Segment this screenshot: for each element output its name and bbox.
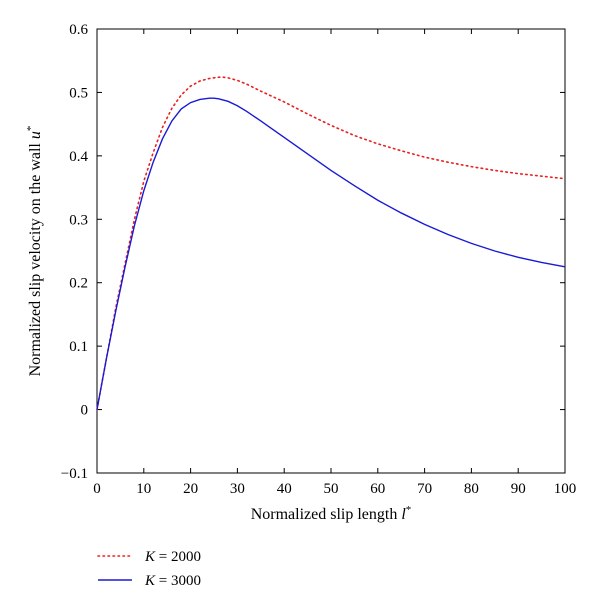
y-tick-label: 0.6 (69, 22, 88, 38)
y-tick-label: 0.2 (69, 276, 88, 292)
y-tick-label: 0.5 (69, 85, 88, 101)
series-line-k2000 (96, 76, 566, 411)
x-tick-label: 80 (464, 481, 479, 497)
legend-label-k3000: K = 3000 (144, 573, 201, 589)
x-tick-label: 40 (277, 481, 292, 497)
y-axis-title: Normalized slip velocity on the wall u* (25, 126, 44, 377)
y-tick-label: 0.3 (69, 212, 88, 228)
x-tick-label: 60 (370, 481, 385, 497)
series-layer (96, 76, 566, 411)
x-tick-label: 0 (93, 481, 101, 497)
y-tick-label: −0.1 (61, 466, 88, 482)
x-tick-label: 10 (136, 481, 151, 497)
legend: K = 2000 K = 3000 (97, 549, 201, 589)
x-tick-label: 30 (230, 481, 245, 497)
x-tick-label: 90 (511, 481, 526, 497)
legend-label-k2000: K = 2000 (144, 549, 201, 565)
y-tick-label: 0 (81, 403, 89, 419)
ticks-layer: 0 10 20 30 40 50 60 70 80 90 100 −0.1 0 0.1 0.2 0.3 0.4 0… (61, 22, 576, 497)
x-axis-title: Normalized slip length l* (251, 504, 412, 523)
x-tick-label: 50 (324, 481, 339, 497)
series-line-k3000 (96, 97, 566, 410)
x-tick-label: 100 (554, 481, 577, 497)
y-tick-label: 0.4 (69, 149, 88, 165)
y-tick-label: 0.1 (69, 339, 88, 355)
x-tick-label: 70 (417, 481, 432, 497)
x-tick-label: 20 (183, 481, 198, 497)
